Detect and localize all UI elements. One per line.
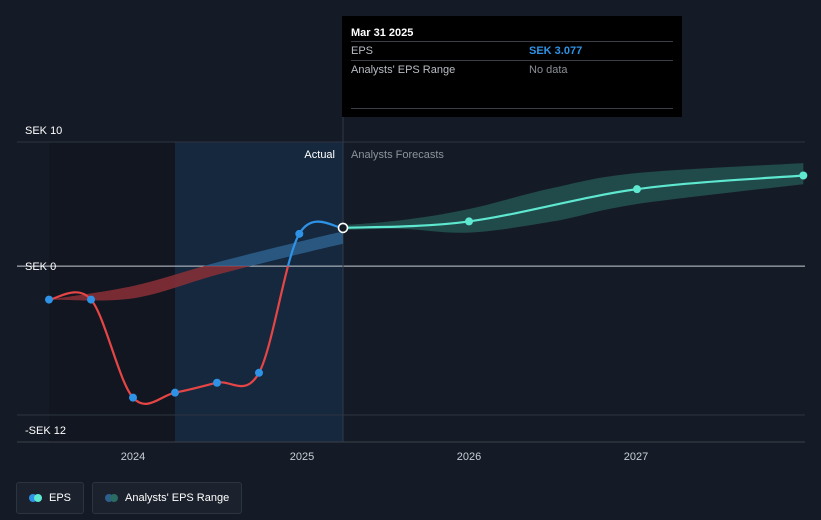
x-tick-2026: 2026 <box>457 451 481 463</box>
eps-forecast-point-0 <box>465 217 473 226</box>
x-tick-2027: 2027 <box>624 451 648 463</box>
eps-point-4 <box>213 378 221 387</box>
tooltip-eps-label: EPS <box>351 45 374 57</box>
x-tick-2024: 2024 <box>121 451 145 463</box>
eps-point-0 <box>45 295 53 304</box>
eps-point-3 <box>171 388 179 397</box>
eps-chart: SEK 10 SEK 0 -SEK 12 2024 2025 2026 2027… <box>17 16 808 463</box>
actual-section-label: Actual <box>304 149 335 161</box>
eps-highlight-point <box>337 222 349 234</box>
eps-line-forecast <box>342 174 804 230</box>
y-label-top: SEK 10 <box>25 125 62 137</box>
eps-tooltip: Mar 31 2025 EPS SEK 3.077 Analysts' EPS … <box>342 16 682 117</box>
tooltip-range-label: Analysts' EPS Range <box>351 64 456 76</box>
legend-item-eps[interactable]: EPS <box>16 482 85 514</box>
eps-range-band-forecast <box>343 163 804 233</box>
tooltip-eps-value: SEK 3.077 <box>529 45 583 57</box>
eps-point-5 <box>255 368 263 377</box>
eps-forecast-point-1 <box>633 185 641 194</box>
legend-item-eps-range[interactable]: Analysts' EPS Range <box>92 482 243 514</box>
x-tick-2025: 2025 <box>290 451 314 463</box>
y-label-zero: SEK 0 <box>25 261 56 273</box>
eps-point-1 <box>87 295 95 304</box>
tooltip-divider <box>351 108 673 109</box>
legend-range-label: Analysts' EPS Range <box>125 492 230 504</box>
chart-legend: EPS Analysts' EPS Range <box>16 482 243 514</box>
forecast-section-label: Analysts Forecasts <box>351 149 444 161</box>
eps-line-actual <box>48 220 344 405</box>
eps-range-legend-icon <box>105 494 119 502</box>
eps-point-6 <box>295 229 304 238</box>
eps-point-2 <box>129 393 137 402</box>
tooltip-date: Mar 31 2025 <box>351 27 414 39</box>
tooltip-row-eps: EPS SEK 3.077 <box>351 41 673 60</box>
y-label-bottom: -SEK 12 <box>25 425 66 437</box>
eps-legend-icon <box>29 494 43 502</box>
legend-eps-label: EPS <box>49 492 72 504</box>
tooltip-range-value: No data <box>529 64 568 76</box>
tooltip-row-range: Analysts' EPS Range No data <box>351 60 673 79</box>
eps-range-band-past <box>49 231 343 301</box>
eps-forecast-point-2 <box>799 171 808 180</box>
shaded-region-1 <box>175 142 343 442</box>
